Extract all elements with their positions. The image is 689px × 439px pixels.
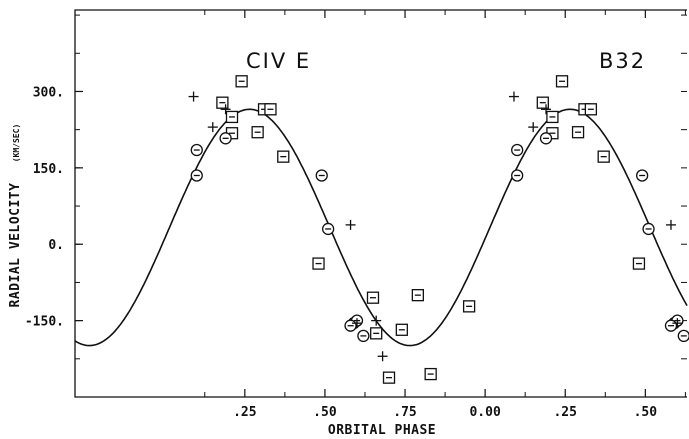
square-marker	[584, 103, 598, 116]
square-marker	[395, 323, 408, 336]
plus-marker	[377, 351, 388, 362]
plot-border	[74, 9, 687, 398]
x-tick-label: .50	[634, 405, 658, 420]
square-marker	[424, 367, 437, 381]
square-marker	[597, 150, 610, 163]
x-tick-label: .50	[313, 405, 337, 420]
x-tick-label: .25	[233, 405, 256, 420]
y-tick-label: 150.	[33, 162, 64, 177]
square-marker	[366, 291, 380, 304]
circle-marker	[315, 169, 328, 182]
square-marker	[264, 103, 277, 116]
square-marker	[382, 371, 396, 384]
square-marker	[216, 96, 229, 109]
square-marker	[536, 96, 549, 109]
square-marker	[632, 257, 646, 270]
plus-marker	[188, 91, 199, 102]
plus-marker	[345, 219, 356, 230]
square-marker	[555, 75, 569, 88]
y-axis-unit-label: (KM/SEC)	[12, 124, 21, 163]
fit-curve	[74, 108, 688, 347]
circle-marker	[511, 169, 524, 182]
plus-marker	[508, 91, 519, 102]
plus-marker	[207, 122, 218, 133]
circle-marker	[219, 132, 232, 145]
plus-marker	[541, 104, 552, 115]
annotation-line-label: CIV E	[246, 49, 311, 73]
square-marker	[370, 327, 383, 340]
data-points-layer	[188, 75, 689, 384]
square-marker	[277, 150, 290, 163]
square-marker	[235, 75, 248, 88]
circle-marker	[539, 132, 553, 145]
y-tick-label: 0.	[48, 238, 64, 253]
circle-marker	[664, 319, 678, 332]
plus-marker	[665, 219, 676, 230]
square-marker	[251, 126, 264, 139]
circle-marker	[635, 169, 649, 182]
circle-marker	[511, 143, 524, 157]
x-tick-label: .75	[393, 405, 416, 420]
plus-marker	[220, 104, 231, 115]
square-marker	[225, 110, 239, 124]
circle-marker	[190, 143, 203, 157]
circle-marker	[321, 222, 335, 236]
circle-marker	[642, 222, 655, 236]
annotation-star-label: B32	[599, 49, 646, 73]
plus-marker	[528, 122, 539, 133]
plus-marker	[371, 315, 382, 326]
circle-marker	[344, 319, 357, 332]
y-axis-label: RADIAL VELOCITY	[8, 183, 23, 308]
circle-marker	[190, 169, 203, 182]
plus-marker	[351, 318, 362, 329]
square-marker	[462, 300, 476, 313]
fit-curve-layer	[74, 108, 688, 347]
square-marker	[546, 110, 559, 124]
y-tick-label: -150.	[25, 315, 64, 330]
x-tick-label: .25	[553, 405, 576, 420]
plus-marker	[672, 318, 683, 329]
tick-labels-layer: .25.50.750.00.25.50.75300.150.0.-150.	[25, 85, 658, 420]
square-marker	[312, 257, 325, 270]
square-marker	[571, 126, 585, 139]
square-marker	[411, 289, 424, 302]
y-tick-label: 300.	[33, 85, 64, 100]
circle-marker	[357, 329, 370, 343]
circle-marker	[677, 329, 689, 343]
x-axis-label: ORBITAL PHASE	[328, 423, 436, 438]
plot-frame	[74, 9, 687, 398]
x-tick-label: 0.00	[469, 405, 500, 420]
